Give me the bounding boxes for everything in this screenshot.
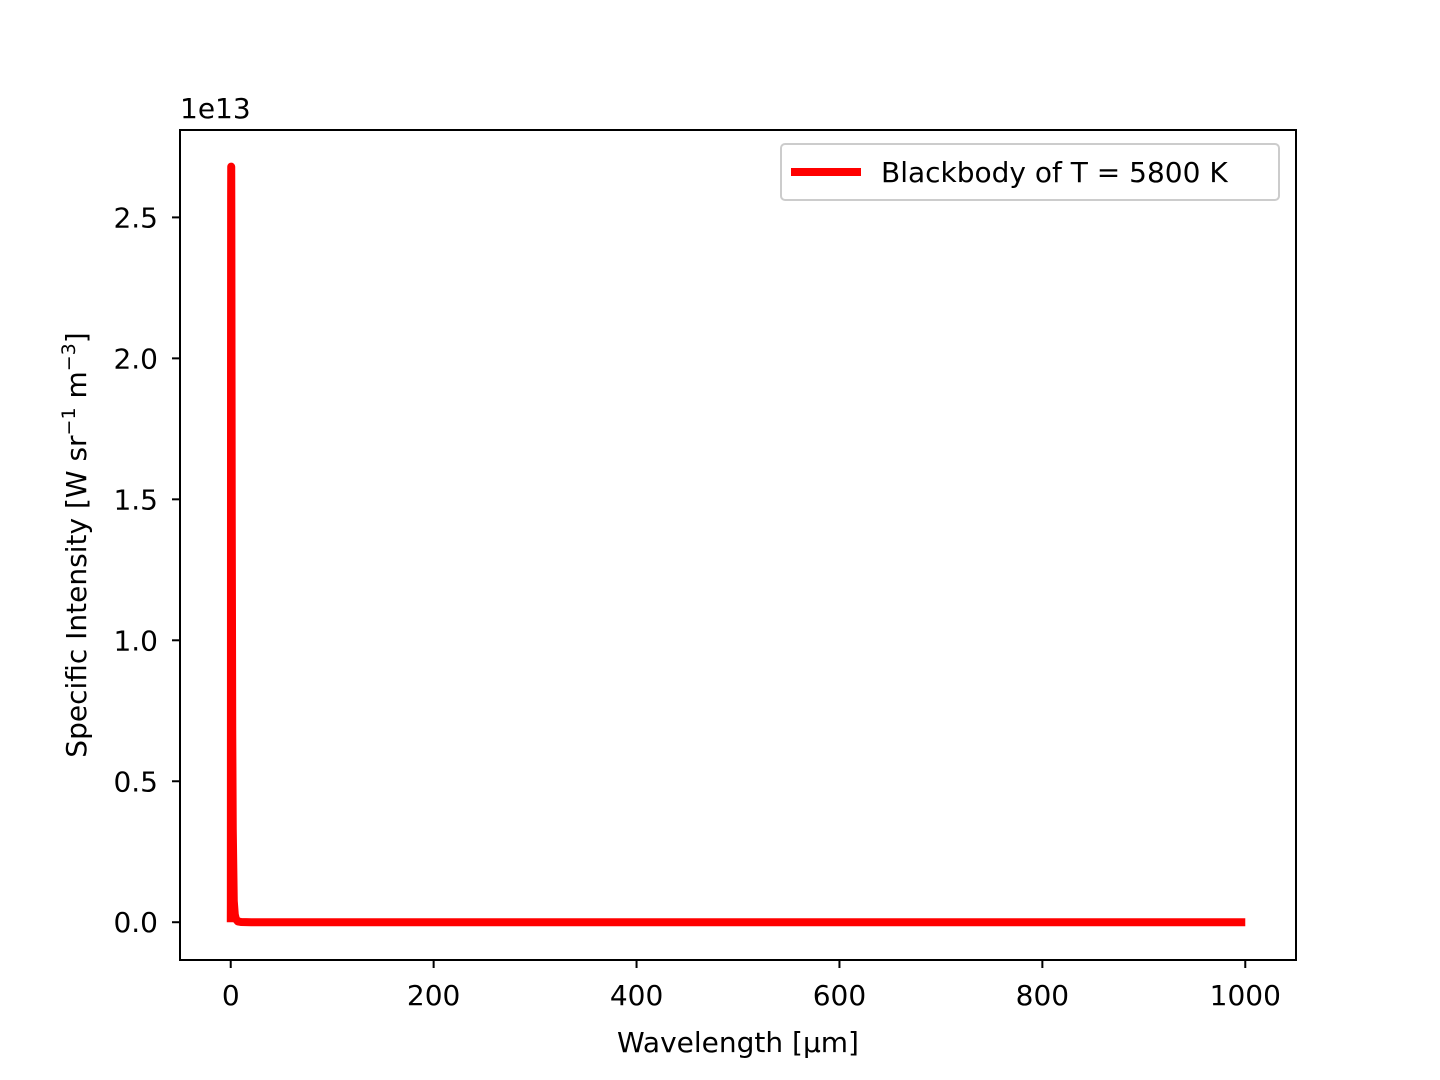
legend: Blackbody of T = 5800 K <box>780 143 1280 201</box>
y-axis-label-sup2: −3 <box>58 343 80 371</box>
legend-box <box>780 143 1280 201</box>
x-tick-label: 0 <box>222 979 240 1012</box>
plot-frame <box>179 129 1297 961</box>
y-axis-label-middle: m <box>60 371 93 407</box>
legend-label: Blackbody of T = 5800 K <box>881 156 1228 189</box>
y-axis-ticks: 0.0 0.5 1.0 1.5 2.0 2.5 <box>113 201 180 939</box>
y-tick-label: 0.5 <box>113 765 158 798</box>
plot-area <box>180 130 1296 960</box>
y-tick-label: 2.5 <box>113 201 158 234</box>
x-tick-label: 200 <box>407 979 460 1012</box>
y-axis-label: Specific Intensity [W sr−1 m−3] <box>58 332 93 757</box>
y-axis-label-prefix: Specific Intensity [W sr <box>60 435 93 758</box>
x-tick-label: 400 <box>610 979 663 1012</box>
y-tick-label: 1.0 <box>113 624 158 657</box>
y-axis-label-suffix: ] <box>60 332 93 343</box>
x-axis-ticks: 0 200 400 600 800 1000 <box>222 960 1281 1012</box>
y-tick-label: 0.0 <box>113 906 158 939</box>
x-tick-label: 1000 <box>1210 979 1281 1012</box>
series-layer <box>226 162 1246 927</box>
y-tick-label: 1.5 <box>113 483 158 516</box>
x-tick-label: 800 <box>1016 979 1069 1012</box>
series-line <box>226 162 1246 927</box>
x-axis-label: Wavelength [μm] <box>617 1026 859 1059</box>
y-tick-label: 2.0 <box>113 342 158 375</box>
x-tick-label: 600 <box>813 979 866 1012</box>
y-axis-label-sup1: −1 <box>58 407 80 435</box>
y-offset-label: 1e13 <box>180 92 251 125</box>
